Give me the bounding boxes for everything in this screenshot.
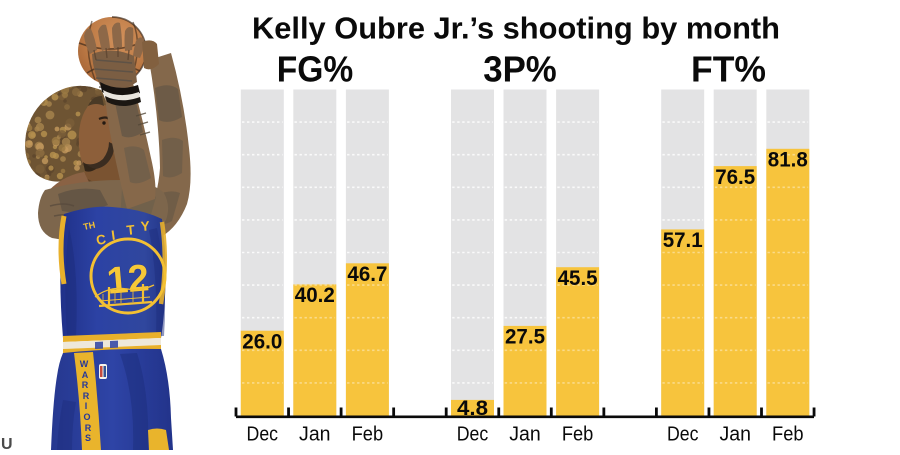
svg-text:45.5: 45.5 (558, 267, 598, 290)
svg-text:Feb: Feb (772, 423, 804, 446)
svg-text:27.5: 27.5 (505, 326, 545, 349)
svg-text:Feb: Feb (352, 423, 384, 446)
svg-text:40.2: 40.2 (295, 284, 335, 307)
svg-text:Y: Y (140, 218, 150, 234)
svg-text:TH: TH (82, 220, 96, 232)
svg-text:I: I (110, 228, 116, 243)
svg-text:A: A (82, 370, 89, 380)
svg-text:57.1: 57.1 (663, 229, 703, 252)
svg-text:R: R (85, 423, 92, 433)
svg-text:FG%: FG% (277, 48, 354, 89)
svg-text:4.8: 4.8 (457, 397, 488, 420)
svg-text:Dec: Dec (457, 423, 489, 446)
svg-text:46.7: 46.7 (347, 263, 387, 286)
svg-text:R: R (82, 380, 89, 390)
svg-text:Dec: Dec (247, 423, 279, 446)
svg-text:Jan: Jan (509, 423, 541, 446)
svg-text:I: I (85, 401, 88, 411)
svg-text:C: C (95, 231, 107, 248)
svg-text:S: S (85, 433, 91, 443)
svg-text:Jan: Jan (719, 423, 751, 446)
svg-text:Feb: Feb (562, 423, 594, 446)
svg-text:76.5: 76.5 (715, 166, 755, 189)
svg-text:FT%: FT% (691, 48, 766, 89)
svg-text:O: O (83, 412, 90, 422)
svg-text:Jan: Jan (299, 423, 331, 446)
svg-text:26.0: 26.0 (242, 331, 282, 354)
svg-text:Dec: Dec (667, 423, 699, 446)
svg-text:T: T (126, 222, 137, 238)
svg-text:R: R (83, 391, 90, 401)
svg-text:U: U (1, 436, 13, 450)
svg-text:W: W (80, 359, 89, 369)
svg-text:81.8: 81.8 (768, 149, 808, 172)
svg-text:Kelly Oubre Jr.’s shooting by: Kelly Oubre Jr.’s shooting by month (252, 11, 780, 46)
svg-text:3P%: 3P% (483, 48, 557, 89)
